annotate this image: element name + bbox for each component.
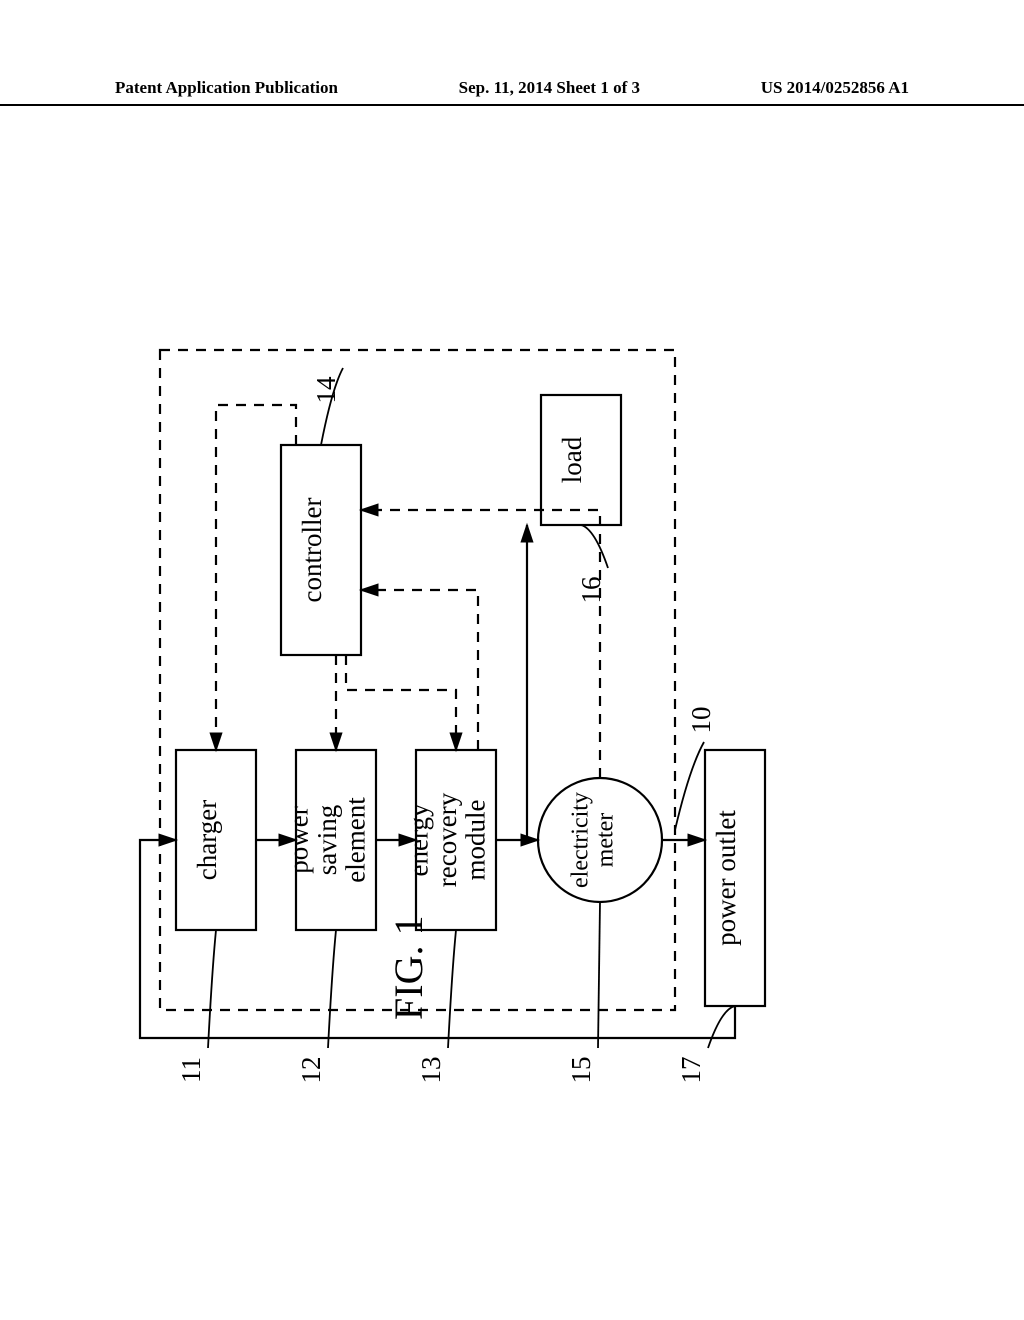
svg-text:12: 12 — [296, 1057, 326, 1084]
header-left: Patent Application Publication — [115, 78, 338, 98]
svg-text:powersavingelement: powersavingelement — [284, 797, 371, 883]
svg-text:13: 13 — [416, 1057, 446, 1084]
svg-text:charger: charger — [192, 800, 222, 880]
svg-text:16: 16 — [576, 577, 606, 604]
svg-text:11: 11 — [176, 1057, 206, 1083]
header-right: US 2014/0252856 A1 — [761, 78, 909, 98]
svg-text:power outlet: power outlet — [711, 810, 741, 946]
svg-text:14: 14 — [311, 376, 341, 404]
header-center: Sep. 11, 2014 Sheet 1 of 3 — [459, 78, 640, 98]
block-diagram: charger powersavingelement energyrecoverym… — [0, 150, 1024, 1240]
figure-label: FIG. 1 — [385, 916, 432, 1020]
svg-text:controller: controller — [297, 498, 327, 603]
svg-text:17: 17 — [676, 1057, 706, 1084]
svg-text:15: 15 — [566, 1057, 596, 1084]
svg-text:load: load — [557, 436, 587, 483]
svg-text:10: 10 — [686, 707, 716, 734]
page-header: Patent Application Publication Sep. 11, … — [0, 78, 1024, 106]
svg-text:energyrecoverymodule: energyrecoverymodule — [404, 792, 491, 887]
